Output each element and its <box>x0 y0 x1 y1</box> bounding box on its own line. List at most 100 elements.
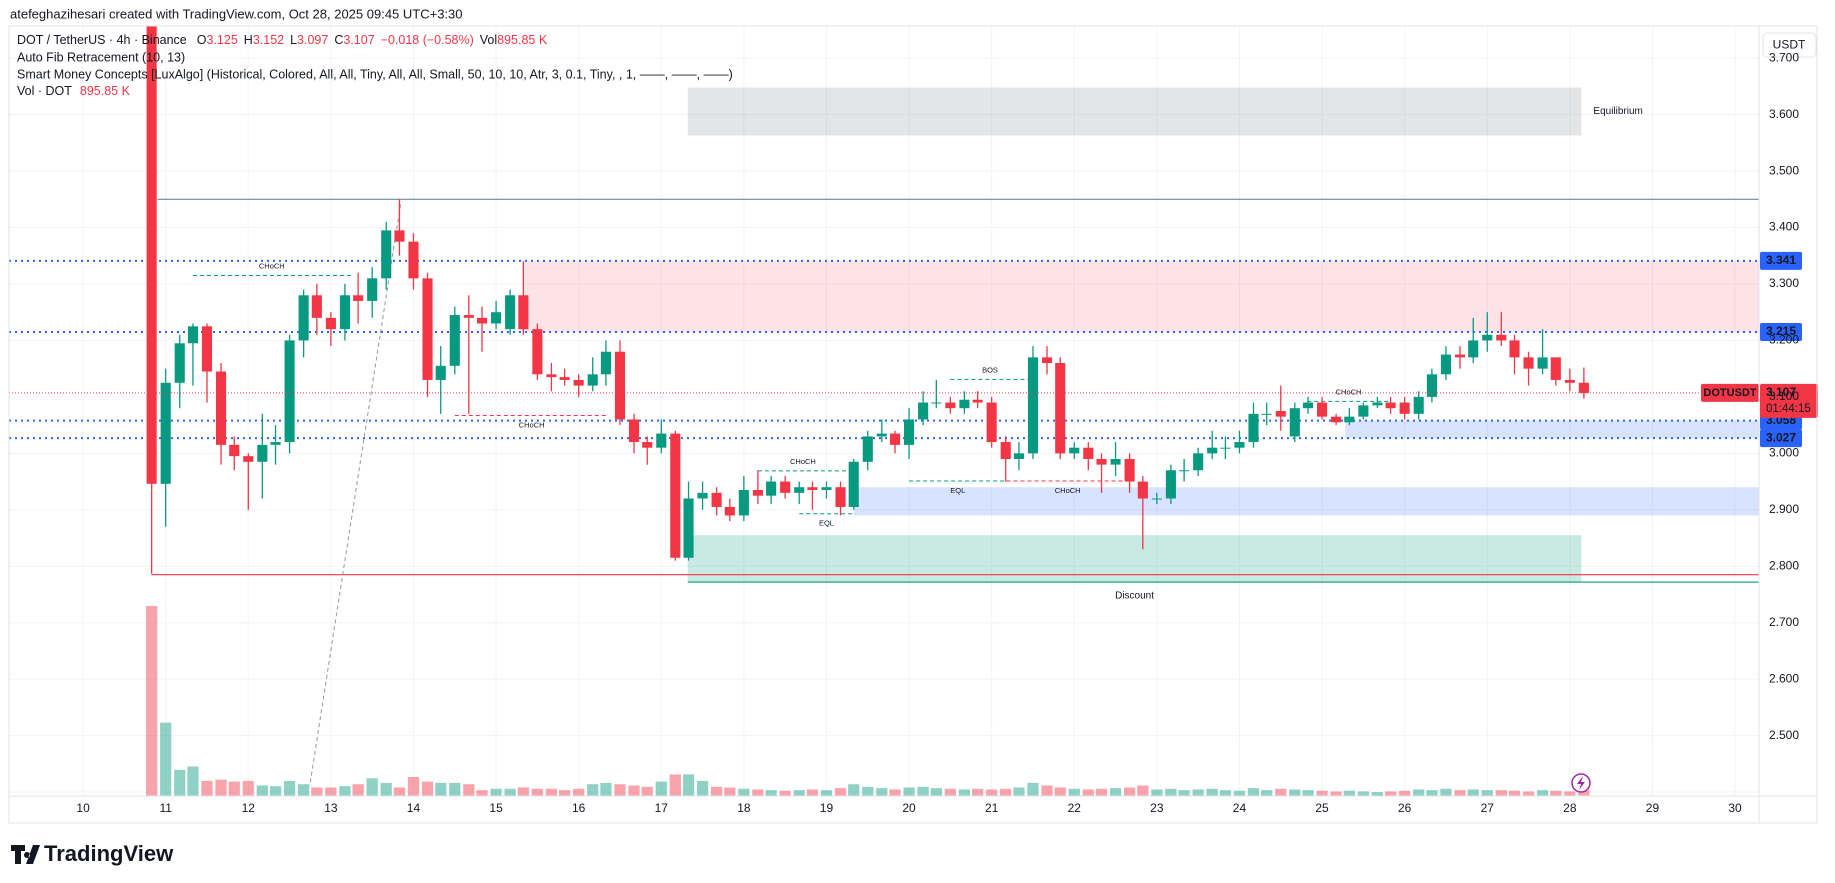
candle-body <box>794 487 805 493</box>
volume-bar <box>862 786 874 796</box>
x-tick-label: 18 <box>737 801 751 815</box>
volume-bar <box>504 788 516 796</box>
candle-body <box>1013 453 1024 459</box>
volume-bar <box>1000 788 1012 796</box>
y-tick-label: 3.500 <box>1769 163 1799 177</box>
x-tick-label: 22 <box>1068 801 1082 815</box>
candle-body <box>670 433 681 558</box>
volume-bar <box>339 786 351 796</box>
ohlc-label: L <box>290 33 297 47</box>
structure-label: CHoCH <box>1055 486 1081 495</box>
volume-bar <box>201 780 213 796</box>
x-tick-label: 10 <box>76 801 90 815</box>
zone <box>687 87 1582 136</box>
candle-body <box>959 399 970 409</box>
candle-body <box>780 481 791 493</box>
volume-bar <box>1261 790 1273 796</box>
candle-body <box>724 506 735 516</box>
volume-bar <box>986 789 998 796</box>
candle-body <box>1578 382 1589 393</box>
volume-value: 895.85 K <box>80 84 131 98</box>
volume-bar <box>834 788 847 796</box>
price-level-box <box>1760 251 1802 270</box>
volume-bar <box>1082 789 1094 796</box>
price-level-label: 3.341 <box>1766 253 1796 267</box>
y-tick-label: 2.700 <box>1769 615 1799 629</box>
x-tick-label: 26 <box>1398 801 1412 815</box>
volume-bar <box>1041 785 1053 796</box>
volume-bar <box>972 788 984 796</box>
candle-body <box>1468 340 1479 358</box>
candle-body <box>986 402 997 443</box>
x-tick-label: 19 <box>820 801 834 815</box>
volume-bar <box>1054 787 1066 796</box>
x-tick-label: 16 <box>572 801 586 815</box>
candle-body <box>1234 442 1245 448</box>
candle-body <box>381 230 392 279</box>
candle-body <box>848 461 859 507</box>
candle-body <box>1055 363 1066 454</box>
candle-body <box>532 329 543 375</box>
symbol-tag: DOTUSDT <box>1703 387 1756 399</box>
candle-body <box>449 315 460 366</box>
x-tick-label: 25 <box>1315 801 1329 815</box>
structure-label: EQL <box>819 519 834 528</box>
ohlc-label: C <box>334 33 343 47</box>
volume-bar <box>366 778 378 796</box>
candle-body <box>1344 416 1355 423</box>
volume-bar <box>1371 792 1384 796</box>
x-tick-label: 17 <box>655 801 669 815</box>
volume-bar <box>1027 782 1039 796</box>
y-tick-label: 3.100 <box>1769 389 1799 403</box>
volume-bar <box>545 788 558 796</box>
x-tick-label: 21 <box>985 801 999 815</box>
candle-body <box>1000 442 1011 459</box>
volume-bar <box>463 784 475 796</box>
candle-body <box>559 377 570 380</box>
volume-bar <box>1550 790 1562 796</box>
candle-body <box>1496 334 1507 341</box>
volume-bar <box>793 790 805 796</box>
candle-body <box>1083 447 1094 459</box>
candle-body <box>683 498 694 558</box>
candle-body <box>311 295 322 318</box>
volume-bar <box>187 766 199 796</box>
volume-bar <box>587 784 599 796</box>
volume-bar <box>1178 790 1190 796</box>
candle-body <box>435 365 446 380</box>
x-tick-label: 20 <box>902 801 916 815</box>
volume-bar <box>903 787 915 796</box>
candle-body <box>298 295 309 341</box>
candle-body <box>972 399 983 403</box>
candle-body <box>476 317 488 324</box>
volume-bar <box>269 786 282 796</box>
volume-bar <box>242 780 254 796</box>
volume-bar <box>1343 790 1355 796</box>
candle-body <box>1220 447 1231 449</box>
candle-body <box>918 402 929 420</box>
candle-body <box>1509 340 1520 358</box>
y-tick-label: 2.800 <box>1769 558 1799 572</box>
structure-label: CHoCH <box>259 262 285 271</box>
currency-box[interactable] <box>1762 32 1817 58</box>
plot-area: Equilibrium Discount CHoCH CHoCH CHoCH EQL BOS… <box>9 26 1759 796</box>
currency[interactable]: USDT <box>1773 38 1806 52</box>
candle-body <box>546 374 557 378</box>
x-tick-label: 11 <box>159 801 172 815</box>
candle-body <box>284 340 295 443</box>
candle-body <box>1193 453 1204 471</box>
ohlc-value: 3.097 <box>297 33 328 47</box>
volume-bar <box>1413 789 1425 796</box>
candle-body <box>270 442 281 445</box>
y-tick-label: 2.600 <box>1769 671 1799 685</box>
symbol: DOT / TetherUS · 4h · Binance <box>17 33 187 47</box>
volume-bar <box>1247 788 1260 796</box>
candle-body <box>491 312 502 324</box>
x-tick-label: 29 <box>1646 801 1660 815</box>
volume-bar <box>517 787 529 796</box>
candle-body <box>215 371 227 445</box>
change: −0.018 (−0.58%) <box>381 33 474 47</box>
candle-body <box>1137 481 1148 499</box>
volume-bar <box>1206 788 1218 796</box>
